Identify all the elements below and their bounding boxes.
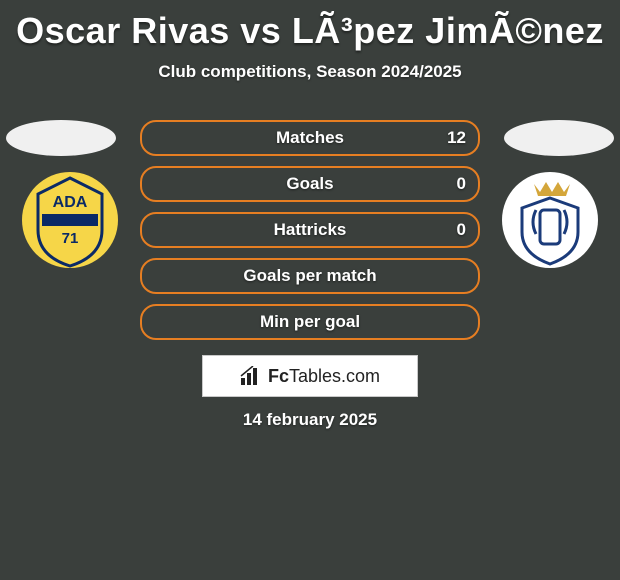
- generated-date: 14 february 2025: [0, 410, 620, 430]
- page-root: Oscar Rivas vs LÃ³pez JimÃ©nez Club comp…: [0, 0, 620, 580]
- svg-text:71: 71: [62, 230, 79, 247]
- logo-text-rest: Tables.com: [289, 366, 380, 386]
- stat-row-goals-per-match: Goals per match: [140, 258, 480, 294]
- stat-row-matches: Matches 12: [140, 120, 480, 156]
- stat-row-hattricks: Hattricks 0: [140, 212, 480, 248]
- club-crest-left: ADA 71: [20, 170, 120, 270]
- stat-label: Matches: [276, 128, 344, 148]
- stat-row-min-per-goal: Min per goal: [140, 304, 480, 340]
- svg-text:ADA: ADA: [53, 194, 88, 211]
- player-silhouette-right: [504, 120, 614, 156]
- stat-value: 0: [457, 214, 466, 246]
- page-subtitle: Club competitions, Season 2024/2025: [0, 62, 620, 82]
- fctables-logo: FcTables.com: [202, 355, 418, 397]
- stats-list: Matches 12 Goals 0 Hattricks 0 Goals per…: [140, 120, 480, 350]
- club-crest-left-icon: ADA 71: [20, 170, 120, 270]
- logo-text: FcTables.com: [268, 366, 380, 387]
- stat-label: Goals: [286, 174, 333, 194]
- logo-text-strong: Fc: [268, 366, 289, 386]
- stat-label: Hattricks: [274, 220, 347, 240]
- stat-label: Goals per match: [243, 266, 376, 286]
- stat-row-goals: Goals 0: [140, 166, 480, 202]
- stat-label: Min per goal: [260, 312, 360, 332]
- stat-value: 0: [457, 168, 466, 200]
- bar-chart-icon: [240, 366, 262, 386]
- stat-value: 12: [447, 122, 466, 154]
- player-silhouette-left: [6, 120, 116, 156]
- club-crest-right-icon: [500, 170, 600, 270]
- club-crest-right: [500, 170, 600, 270]
- page-title: Oscar Rivas vs LÃ³pez JimÃ©nez: [0, 0, 620, 52]
